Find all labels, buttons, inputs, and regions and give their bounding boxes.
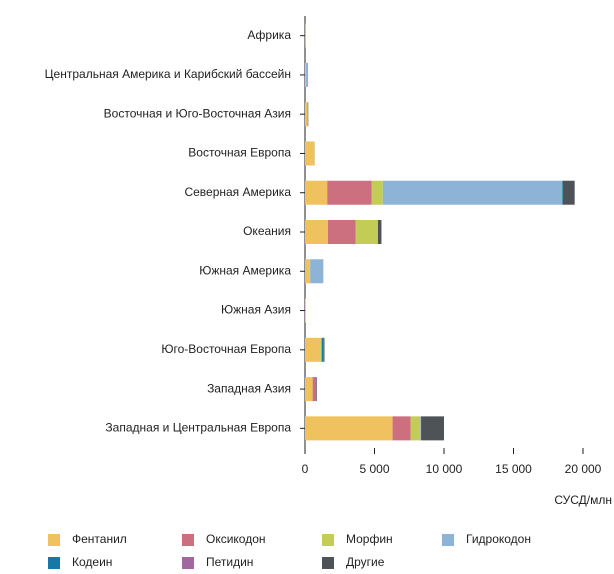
bar-segment [305,141,315,166]
bar-segment [307,102,308,127]
bar-segment [316,377,317,402]
bar-segment [305,220,328,244]
legend-swatch [182,557,194,569]
x-tick-label: 0 [302,462,309,476]
bar-segment [314,141,315,166]
legend-label: Гидрокодон [466,532,531,546]
bar-segment [420,416,422,441]
bar-segment [410,416,421,441]
bar-segment [315,377,317,402]
legend-label: Морфин [346,532,393,546]
bar-segment [321,337,324,362]
bar-segment [421,416,444,441]
bar-segment [305,377,313,402]
bar-segment [382,180,563,205]
legend-swatch [48,534,60,546]
bar-segment [392,416,411,441]
y-tick-label: Северная Америка [184,185,291,199]
bar-segment [305,337,321,362]
bar-segment [371,180,383,205]
legend-label: Петидин [206,555,253,569]
x-tick-label: 10 000 [426,462,463,476]
y-tick-label: Западная Азия [207,381,291,395]
legend-swatch [322,557,334,569]
legend-swatch [48,557,60,569]
y-tick-label: Океания [243,224,291,238]
bar-segment [562,180,563,205]
x-tick-label: 20 000 [565,462,602,476]
y-tick-label: Западная и Центральная Европа [105,421,291,435]
y-tick-label: Восточная и Юго-Восточная Азия [104,106,291,120]
bar-segment [327,180,372,205]
bar-segment [305,180,328,205]
y-tick-label: Южная Америка [199,263,291,277]
bar-segment [305,259,310,284]
y-tick-label: Юго-Восточная Европа [161,342,291,356]
x-tick-label: 5 000 [359,462,389,476]
legend-label: Кодеин [72,555,112,569]
bar-segment [323,337,325,362]
legend-label: Другие [346,555,385,569]
x-tick-label: 15 000 [495,462,532,476]
legend-swatch [442,534,454,546]
y-tick-label: Южная Азия [221,303,291,317]
bar-segment [305,416,393,441]
x-axis-label: СУСД/млн [554,493,612,507]
bar-segment [377,220,382,244]
legend-swatch [182,534,194,546]
bar-segment [355,220,378,244]
bar-segment [305,62,309,87]
bar-segment [305,62,306,87]
bar-segment [310,259,324,284]
legend-label: Оксикодон [206,532,266,546]
bar-segment [312,377,316,402]
y-tick-label: Восточная Европа [188,146,291,160]
bar-segment [327,220,356,244]
y-tick-label: Африка [247,28,291,42]
bar-segment [562,180,575,205]
bar-segment [305,102,308,127]
bar-segment [320,337,322,362]
y-tick-label: Центральная Америка и Карибский бассейн [45,67,291,81]
legend-label: Фентанил [72,532,127,546]
legend-swatch [322,534,334,546]
